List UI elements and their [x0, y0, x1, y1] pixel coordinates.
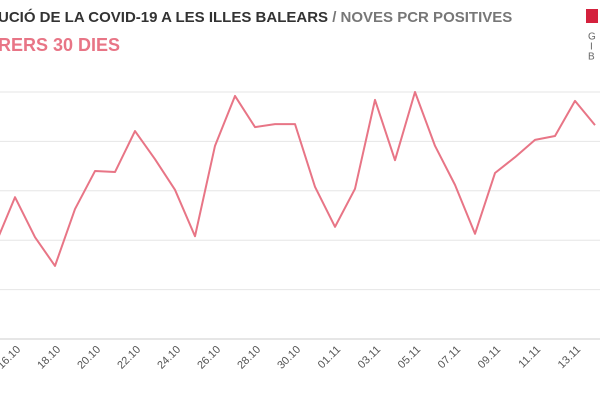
x-tick-label: 09.11 [476, 344, 503, 371]
x-tick-label: 28.10 [235, 344, 263, 372]
chart-title: UCIÓ DE LA COVID-19 A LES ILLES BALEARS … [0, 8, 512, 26]
logo-letter: B [588, 52, 595, 63]
x-tick-label: 22.10 [115, 344, 143, 372]
chart-subtitle: RERS 30 DIES [0, 35, 120, 55]
x-tick-label: 13.11 [556, 344, 583, 371]
logo-icon [586, 9, 598, 23]
x-tick-label: 30.10 [275, 344, 303, 372]
x-tick-label: 20.10 [75, 344, 103, 372]
x-tick-label: 26.10 [195, 344, 223, 372]
x-tick-label: 11.11 [516, 344, 543, 371]
x-tick-label: 24.10 [155, 344, 183, 372]
logo-letter: I [590, 42, 593, 53]
x-tick-label: 07.11 [436, 344, 463, 371]
title-suffix: / NOVES PCR POSITIVES [332, 9, 512, 26]
x-tick-label: 03.11 [356, 344, 383, 371]
x-tick-label: 05.11 [396, 344, 423, 371]
line-series [0, 91, 596, 267]
x-tick-label: 01.11 [316, 344, 343, 371]
title-main: UCIÓ DE LA COVID-19 A LES ILLES BALEARS [0, 8, 328, 26]
x-tick-label: 18.10 [35, 344, 63, 372]
x-tick-label: 16.10 [0, 344, 23, 372]
logo: G I B [586, 9, 598, 63]
logo-letter: G [588, 32, 596, 43]
